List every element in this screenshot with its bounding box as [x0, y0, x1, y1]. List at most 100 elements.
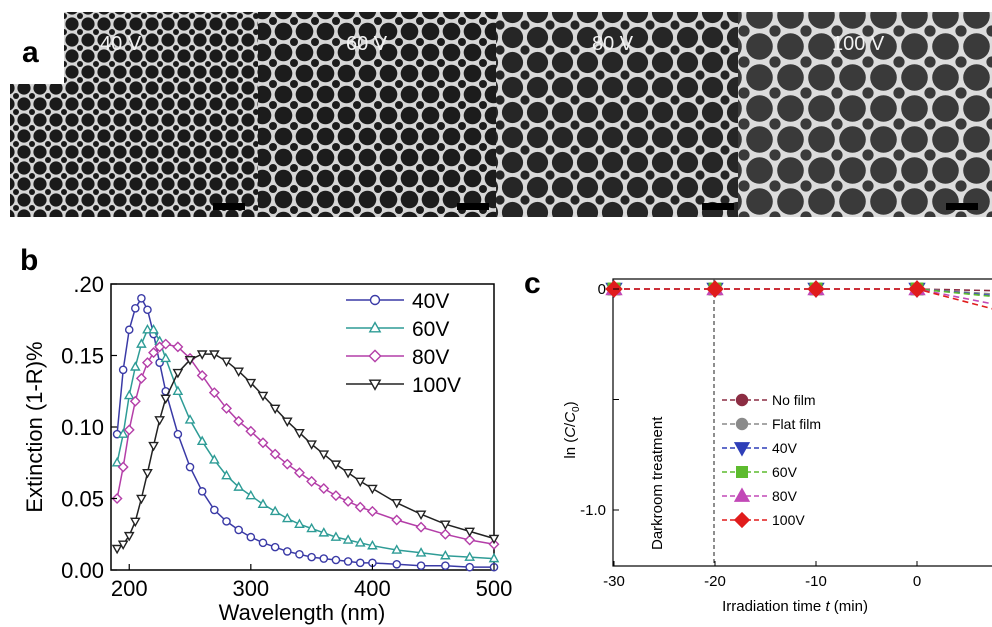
data-point: [391, 499, 403, 509]
data-point: [233, 481, 245, 491]
data-point: [269, 448, 281, 460]
data-point: [117, 540, 129, 551]
series-line: [614, 288, 992, 298]
legend-marker: [369, 294, 381, 306]
y-tick-label: 0.00: [61, 558, 104, 583]
data-point: [148, 347, 160, 359]
data-point: [306, 440, 317, 450]
y-tick-label: 0.15: [61, 344, 104, 369]
data-point: [439, 528, 451, 540]
legend-marker: [368, 379, 382, 391]
series-line: [614, 288, 992, 310]
plot-area-c: [612, 278, 992, 567]
data-point: [123, 424, 135, 436]
data-point: [706, 280, 724, 298]
legend-marker: [368, 349, 382, 363]
sem-label-100v: 100 V: [832, 33, 885, 55]
legend-label: No film: [772, 392, 816, 408]
data-point: [355, 558, 365, 568]
data-point: [283, 547, 292, 556]
legend-label: 60V: [772, 464, 798, 480]
data-point: [807, 280, 825, 298]
data-point: [154, 416, 165, 426]
data-point: [117, 461, 129, 473]
data-point: [160, 352, 172, 363]
data-point: [196, 435, 208, 446]
scale-bar: [702, 203, 734, 210]
data-point: [131, 304, 140, 313]
data-point: [416, 561, 426, 571]
data-point: [281, 512, 293, 523]
data-point: [354, 537, 366, 547]
data-point: [464, 527, 476, 538]
data-point: [270, 542, 280, 552]
legend-marker: [736, 466, 748, 478]
data-point: [135, 372, 147, 384]
legend-label: 60V: [412, 318, 449, 341]
data-point: [221, 402, 232, 414]
data-point: [366, 505, 378, 517]
data-point: [257, 498, 269, 508]
data-point: [245, 425, 257, 437]
x-tick-label: 400: [354, 576, 391, 601]
data-point: [330, 490, 342, 502]
x-tick-label: 0: [913, 573, 921, 590]
data-point: [354, 501, 366, 513]
data-point: [488, 552, 500, 563]
data-point: [143, 305, 152, 315]
data-point: [245, 378, 257, 389]
data-point: [257, 391, 269, 402]
data-point: [415, 510, 427, 520]
sem-label-80v: 80 V: [592, 33, 634, 55]
data-point: [319, 554, 329, 563]
data-point: [221, 469, 232, 480]
legend-marker: [733, 442, 751, 457]
data-point: [441, 561, 450, 571]
x-tick-label: 200: [111, 576, 148, 601]
data-point: [111, 456, 123, 467]
panel-b: b 200 300 400 500 0.00 0.05 0.10 0.15 .20 Wavele…: [20, 244, 512, 625]
data-point: [464, 534, 476, 546]
data-point: [269, 505, 281, 516]
data-point: [233, 415, 245, 427]
data-point: [184, 414, 196, 424]
legend-label: 80V: [772, 488, 798, 504]
data-point: [123, 389, 135, 400]
data-point: [184, 356, 196, 366]
data-point: [136, 494, 147, 505]
data-point: [172, 368, 184, 379]
data-point: [245, 489, 257, 500]
x-tick-label: 300: [232, 576, 269, 601]
panel-a-letter-bg: [0, 0, 64, 84]
series-line: [614, 288, 992, 297]
data-point: [293, 467, 305, 479]
data-point: [118, 365, 128, 375]
y-axis-title-c: ln (C/C0): [562, 401, 582, 458]
x-tick-label: -20: [704, 573, 726, 590]
data-point: [391, 544, 403, 554]
y-tick-label: 0.05: [61, 487, 104, 512]
data-point: [141, 357, 153, 369]
legend-marker: [733, 511, 751, 529]
data-point: [318, 450, 330, 460]
data-point: [173, 429, 183, 439]
data-point: [342, 469, 354, 479]
data-point: [160, 394, 172, 405]
x-axis-title-c: Irradiation time t (min): [722, 598, 868, 615]
legend-label: 40V: [772, 440, 798, 456]
scale-bar: [457, 203, 489, 210]
legend-b: 40V 60V 80V 100V: [346, 290, 461, 397]
data-point: [367, 539, 378, 550]
data-point: [185, 462, 195, 472]
data-point: [331, 555, 341, 565]
data-point: [142, 469, 153, 479]
data-point: [136, 338, 147, 348]
data-point: [330, 460, 342, 470]
panel-c: c Darkroom treatment -30-20-100102030405…: [524, 267, 992, 615]
data-point: [392, 559, 402, 569]
data-point: [197, 487, 207, 496]
scale-bar: [946, 203, 978, 210]
data-point: [246, 532, 256, 542]
scale-bar: [213, 203, 245, 210]
